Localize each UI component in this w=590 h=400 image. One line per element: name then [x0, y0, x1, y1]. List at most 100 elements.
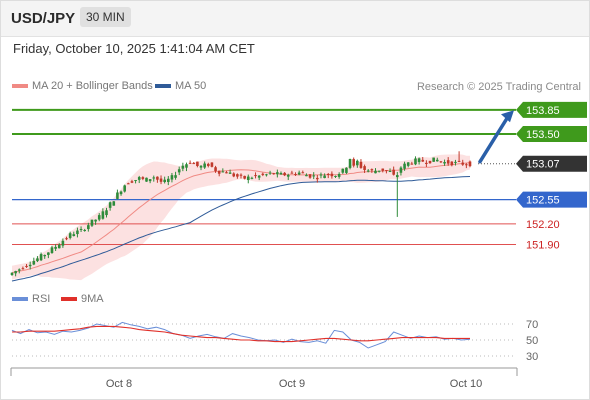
candle-body — [236, 174, 239, 177]
legend-rsi: RSI — [12, 293, 50, 305]
candle-body — [65, 238, 68, 240]
candle-body — [465, 164, 468, 166]
ma50-line — [11, 176, 471, 282]
candle-body — [457, 160, 461, 162]
timestamp: Friday, October 10, 2025 1:41:04 AM CET — [13, 41, 255, 56]
candle-body — [170, 175, 174, 180]
candle-body — [14, 271, 17, 274]
candle-body — [279, 173, 283, 175]
candle-body — [468, 161, 472, 167]
attribution: Research © 2025 Trading Central — [416, 81, 581, 93]
candle-body — [443, 162, 446, 164]
candle-body — [272, 173, 276, 175]
level-tag-153.85 — [516, 101, 587, 118]
candle-body — [352, 159, 355, 166]
candle-body — [345, 167, 348, 173]
candle-body — [61, 240, 65, 246]
candle-body — [341, 168, 345, 173]
candle-body — [21, 268, 25, 270]
level-label-152.55: 152.55 — [526, 195, 560, 207]
candle-body — [141, 177, 145, 179]
candle-body — [414, 158, 417, 165]
candle-body — [363, 166, 366, 170]
x-tick-oct-10: Oct 10 — [450, 378, 482, 390]
candle-body — [199, 165, 203, 168]
candle-body — [461, 162, 465, 165]
rsi-tick-70: 70 — [526, 319, 538, 331]
candle-body — [43, 255, 47, 257]
candle-body — [167, 178, 170, 182]
legend-ma20-label: MA 20 + Bollinger Bands — [32, 80, 153, 92]
candle-body — [268, 172, 272, 174]
candle-body — [450, 161, 454, 166]
candle-body — [123, 185, 126, 192]
legend-rsi-label: RSI — [32, 293, 51, 305]
candle-body — [87, 225, 90, 230]
candle-body — [454, 161, 457, 163]
level-tag-153.50 — [516, 126, 587, 142]
candle-body — [177, 169, 181, 173]
candle-body — [90, 219, 94, 226]
ma9-swatch — [61, 297, 77, 302]
candle-body — [196, 161, 199, 166]
candle-body — [130, 181, 134, 183]
candle-body — [50, 247, 54, 253]
candle-body — [148, 179, 152, 182]
candle-body — [290, 172, 294, 174]
candle-body — [326, 173, 330, 175]
candle-body — [97, 215, 101, 220]
rsi-series-9MA — [12, 325, 470, 343]
legend-ma20: MA 20 + Bollinger Bands — [12, 80, 153, 92]
candle-body — [94, 219, 97, 222]
candle-body — [181, 165, 185, 169]
candle-body — [305, 174, 308, 177]
candle-body — [28, 264, 32, 267]
candle-body — [392, 169, 395, 175]
level-label-153.85: 153.85 — [526, 105, 560, 117]
level-tag-153.07 — [516, 155, 587, 172]
candle-body — [112, 201, 116, 206]
candle-body — [257, 175, 261, 178]
candle-body — [417, 158, 421, 163]
candle-body — [134, 180, 137, 182]
level-label-153.50: 153.50 — [526, 129, 560, 141]
candle-body — [206, 163, 210, 166]
candle-body — [319, 174, 323, 176]
candle-body — [228, 172, 232, 174]
candle-body — [243, 175, 246, 179]
bollinger-band — [12, 154, 470, 281]
candle-body — [127, 183, 130, 185]
candle-body — [348, 159, 352, 168]
candle-body — [76, 230, 79, 235]
ma50-swatch — [155, 84, 171, 89]
legend-9ma-label: 9MA — [81, 293, 104, 305]
rsi-swatch — [12, 297, 28, 302]
candle-body — [25, 265, 28, 267]
x-tick-oct-8: Oct 8 — [106, 378, 132, 390]
candle-body — [356, 160, 359, 166]
candle-body — [83, 229, 86, 231]
candle-body — [192, 163, 196, 165]
candle-body — [316, 177, 319, 180]
candle-body — [334, 175, 337, 177]
candle-body — [36, 258, 39, 262]
candle-body — [108, 202, 112, 208]
candle-body — [283, 172, 286, 176]
level-label-152.20: 152.20 — [526, 219, 560, 231]
candle-body — [116, 192, 119, 199]
candle-body — [221, 171, 225, 173]
candle-body — [10, 272, 14, 275]
level-label-153.07: 153.07 — [526, 159, 560, 171]
forecast-arrow-head — [501, 110, 514, 123]
candle-body — [119, 191, 123, 195]
candle-body — [396, 175, 399, 178]
candle-body — [137, 177, 141, 180]
candle-body — [276, 172, 279, 175]
timeframe-button[interactable]: 30 MIN — [80, 7, 131, 27]
currency-pair-title: USD/JPY — [11, 10, 76, 27]
candle-body — [381, 168, 385, 171]
candle-body — [174, 175, 177, 178]
rsi-tick-50: 50 — [526, 335, 538, 347]
candle-body — [210, 162, 214, 167]
